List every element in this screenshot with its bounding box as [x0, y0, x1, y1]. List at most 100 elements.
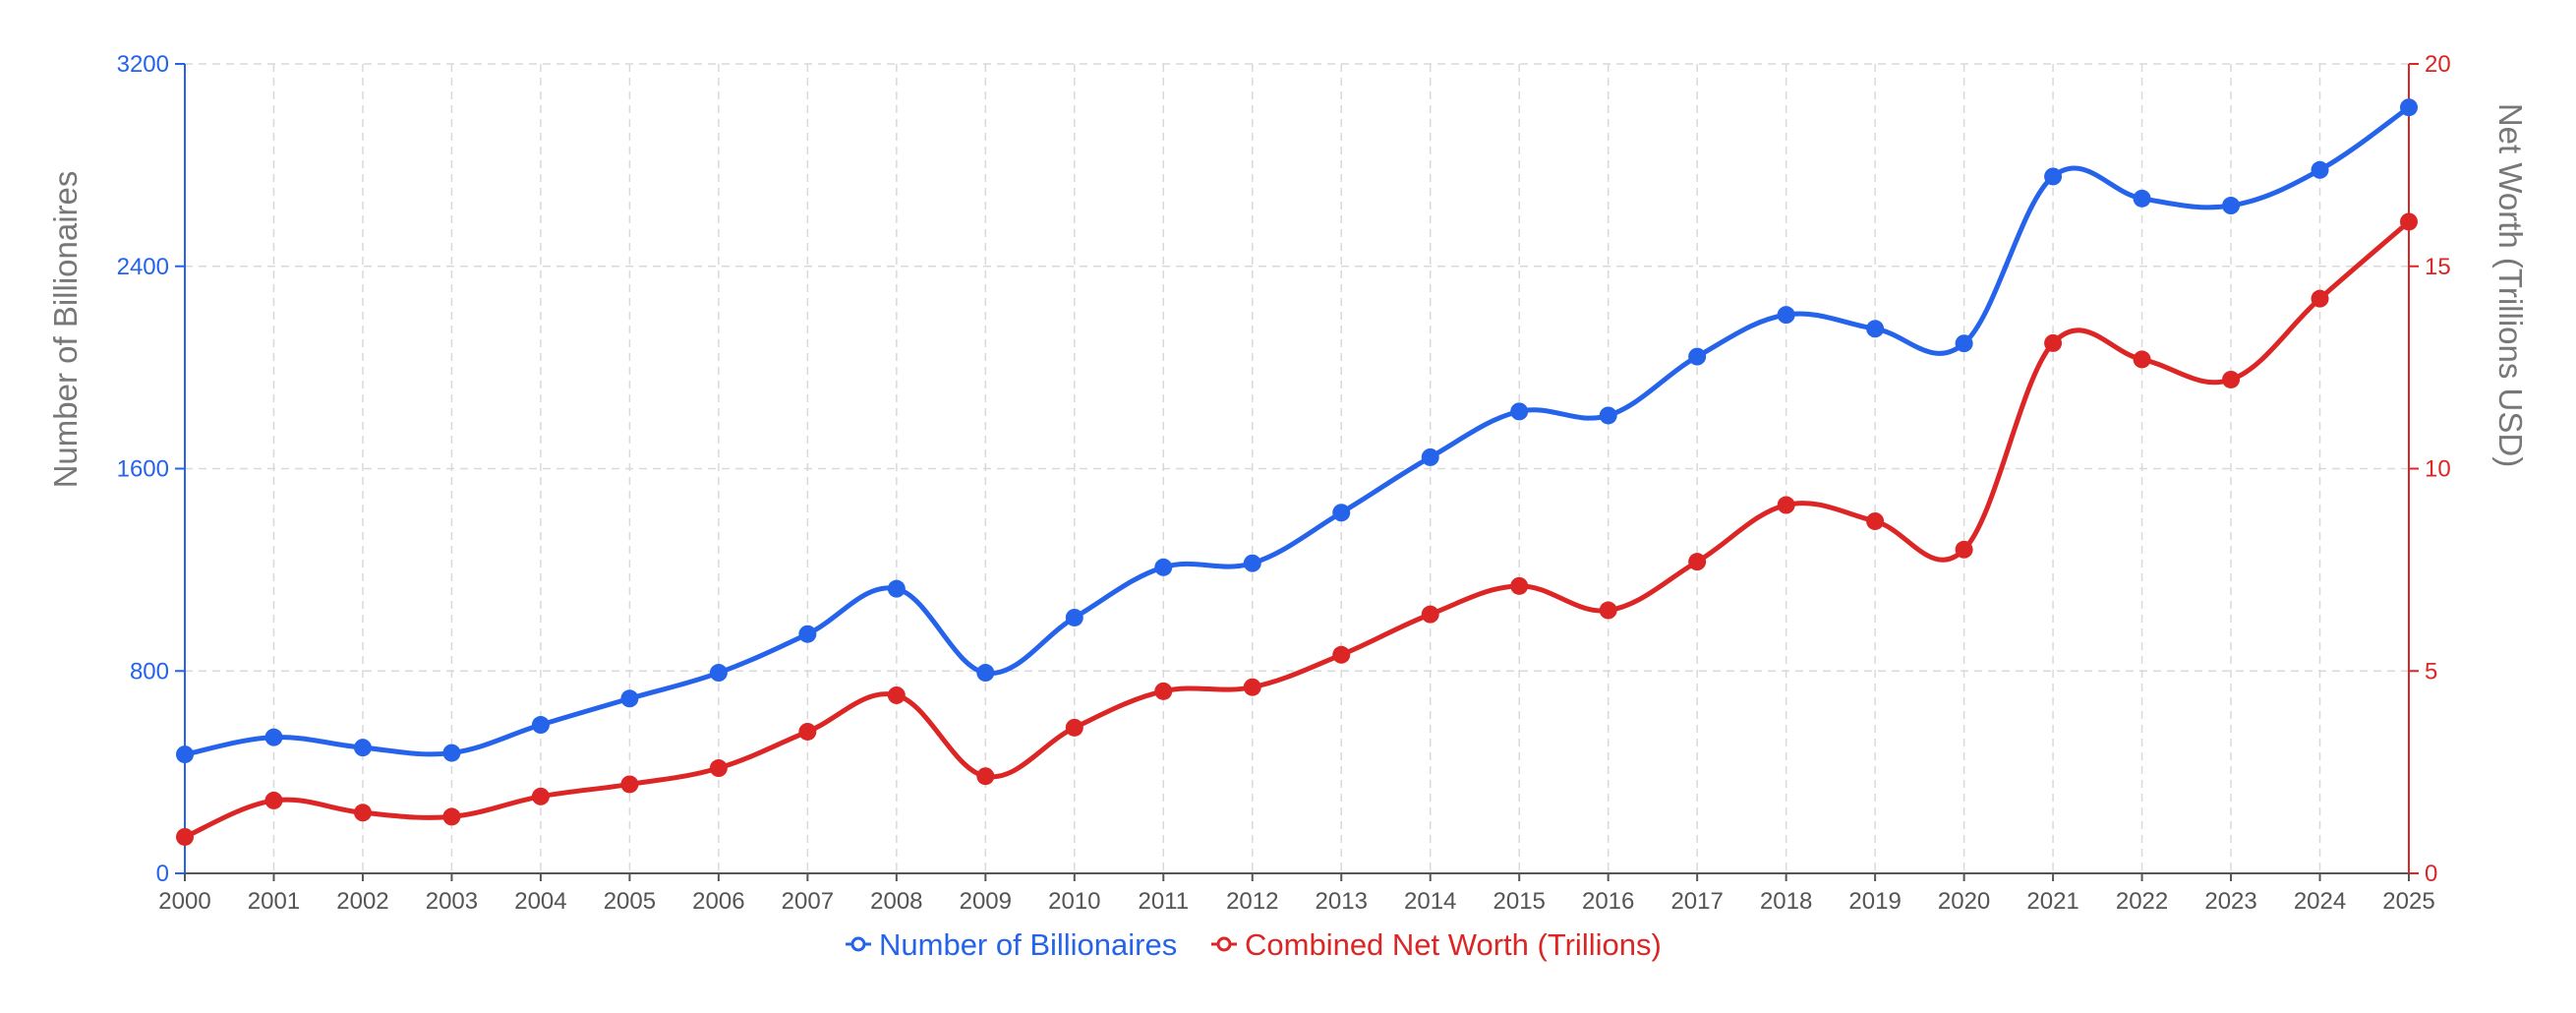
data-point-net-worth: [176, 827, 194, 846]
legend-item-billionaires[interactable]: Number of Billionaires: [846, 927, 1177, 962]
data-point-billionaires: [976, 664, 995, 683]
data-point-billionaires: [620, 689, 639, 708]
x-tick-label: 2019: [1848, 888, 1901, 915]
data-point-billionaires: [176, 745, 194, 764]
data-point-net-worth: [1866, 511, 1885, 530]
x-tick-label: 2010: [1048, 888, 1100, 915]
data-point-net-worth: [531, 787, 550, 805]
legend[interactable]: Number of Billionaires Combined Net Worth…: [846, 927, 1662, 962]
data-point-net-worth: [1065, 718, 1083, 737]
data-point-billionaires: [2044, 167, 2063, 186]
x-tick-label: 2005: [604, 888, 656, 915]
y-tick-label-left: 0: [156, 861, 169, 887]
data-point-billionaires: [264, 728, 283, 746]
x-tick-label: 2012: [1226, 888, 1278, 915]
data-point-billionaires: [1510, 402, 1529, 421]
data-point-net-worth: [1955, 540, 1973, 559]
data-point-net-worth: [1243, 678, 1261, 696]
x-tick-label: 2006: [692, 888, 744, 915]
data-point-billionaires: [1599, 406, 1617, 425]
x-tick-label: 2011: [1138, 888, 1189, 915]
data-point-net-worth: [1154, 682, 1173, 700]
x-tick-label: 2022: [2116, 888, 2168, 915]
x-tick-label: 2013: [1316, 888, 1368, 915]
data-point-billionaires: [1866, 320, 1885, 338]
y-tick-label-left: 3200: [117, 51, 169, 78]
x-tick-label: 2023: [2204, 888, 2256, 915]
data-point-billionaires: [1421, 447, 1439, 466]
y-tick-label-right: 10: [2425, 456, 2451, 483]
data-point-net-worth: [1332, 645, 1351, 664]
x-tick-label: 2020: [1938, 888, 1990, 915]
x-tick-label: 2000: [158, 888, 210, 915]
x-tick-label: 2015: [1493, 888, 1546, 915]
series-line-billionaires: [184, 105, 2411, 757]
data-point-net-worth: [2400, 212, 2418, 231]
y-tick-label-right: 20: [2425, 51, 2451, 78]
y-tick-label-left: 1600: [117, 456, 169, 483]
series-line-net-worth: [184, 219, 2411, 840]
data-point-billionaires: [2311, 160, 2329, 179]
data-point-billionaires: [442, 744, 461, 762]
x-tick-label: 2004: [514, 888, 566, 915]
y-tick-label-right: 15: [2425, 254, 2451, 280]
y-axis-title-right: Net Worth (Trillions USD): [2492, 103, 2529, 467]
x-tick-label: 2016: [1582, 888, 1634, 915]
data-point-billionaires: [1955, 334, 1973, 353]
data-point-billionaires: [887, 579, 906, 598]
data-point-net-worth: [2311, 289, 2329, 308]
x-tick-label: 2001: [248, 888, 300, 915]
x-tick-label: 2017: [1670, 888, 1723, 915]
data-point-billionaires: [2222, 197, 2241, 215]
data-point-billionaires: [798, 625, 817, 643]
data-point-net-worth: [1599, 601, 1617, 620]
data-point-net-worth: [798, 722, 817, 741]
legend-item-net-worth[interactable]: Combined Net Worth (Trillions): [1211, 927, 1662, 962]
data-point-billionaires: [1777, 306, 1795, 325]
data-point-net-worth: [887, 685, 906, 704]
y-tick-label-right: 5: [2425, 658, 2437, 685]
x-tick-label: 2025: [2382, 888, 2434, 915]
data-point-net-worth: [709, 759, 728, 778]
y-axis-title-left: Number of Billionaires: [47, 171, 84, 489]
axes: 0 800 1600 2400 3200 0 5 10 15 20 2000 2001 2002 2003…: [117, 51, 2451, 915]
data-point-net-worth: [1421, 605, 1439, 624]
y-tick-label-left: 2400: [117, 254, 169, 280]
data-point-net-worth: [2044, 333, 2063, 352]
data-point-net-worth: [2133, 350, 2151, 369]
data-point-net-worth: [2222, 370, 2241, 388]
data-point-net-worth: [264, 791, 283, 809]
data-point-net-worth: [1688, 553, 1707, 571]
x-tick-label: 2007: [782, 888, 834, 915]
x-tick-label: 2008: [870, 888, 922, 915]
data-point-billionaires: [2133, 189, 2151, 208]
legend-marker-circle: [850, 936, 866, 952]
data-point-net-worth: [620, 775, 639, 794]
data-point-net-worth: [442, 807, 461, 826]
x-tick-label: 2009: [960, 888, 1012, 915]
data-point-billionaires: [1332, 504, 1351, 522]
data-point-net-worth: [1510, 576, 1529, 595]
data-point-net-worth: [353, 804, 372, 822]
grid: [184, 63, 2410, 873]
data-point-billionaires: [1688, 347, 1707, 366]
series-group: [176, 98, 2418, 846]
x-tick-label: 2021: [2026, 888, 2078, 915]
legend-label: Number of Billionaires: [879, 927, 1177, 962]
x-tick-label: 2014: [1404, 888, 1456, 915]
data-point-billionaires: [531, 716, 550, 735]
x-tick-label: 2024: [2294, 888, 2346, 915]
data-point-billionaires: [1243, 554, 1261, 572]
legend-label: Combined Net Worth (Trillions): [1245, 927, 1662, 962]
data-point-billionaires: [1154, 558, 1173, 576]
x-tick-label: 2003: [426, 888, 478, 915]
data-point-billionaires: [2400, 98, 2418, 117]
data-point-billionaires: [353, 739, 372, 757]
legend-marker-circle: [1216, 936, 1232, 952]
y-tick-label-left: 800: [130, 658, 169, 685]
x-tick-label: 2018: [1760, 888, 1812, 915]
data-point-net-worth: [976, 767, 995, 786]
x-tick-label: 2002: [336, 888, 388, 915]
